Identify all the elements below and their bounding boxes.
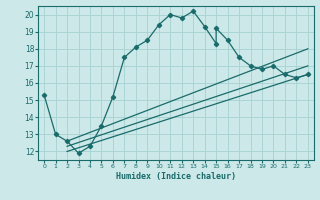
X-axis label: Humidex (Indice chaleur): Humidex (Indice chaleur) <box>116 172 236 181</box>
